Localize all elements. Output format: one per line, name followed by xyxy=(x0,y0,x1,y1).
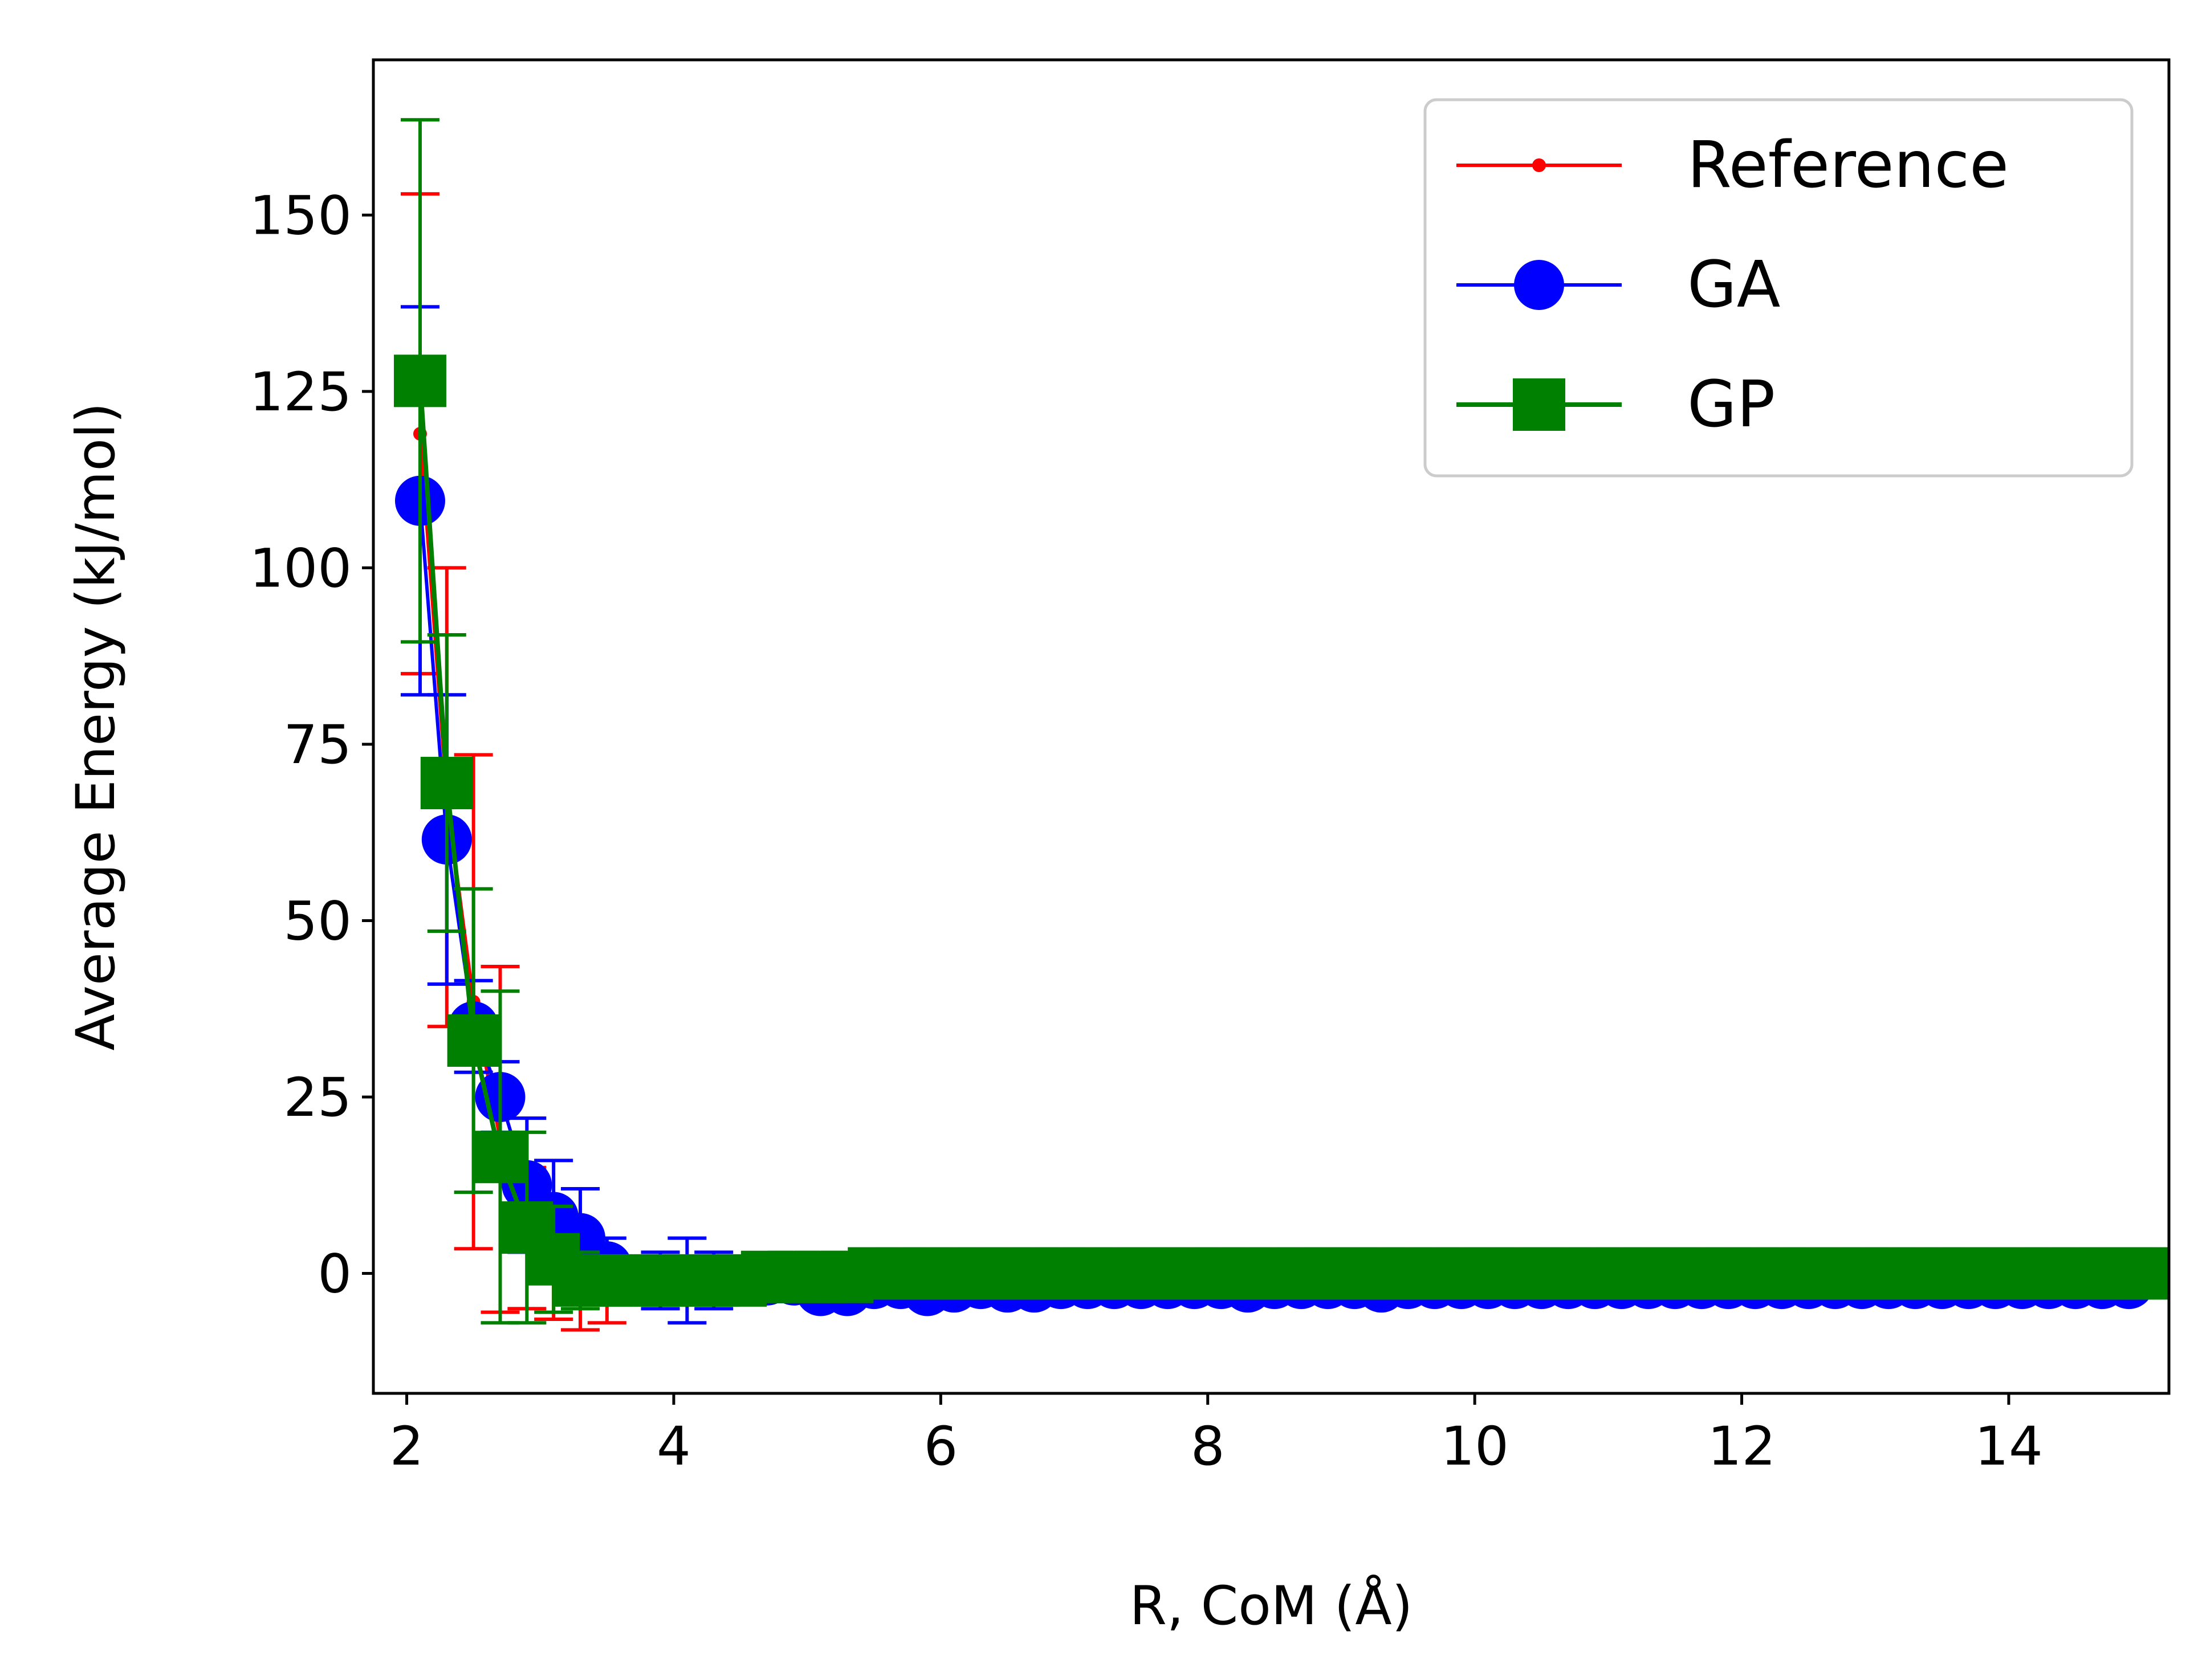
data-point xyxy=(447,1014,500,1067)
x-tick-label: 8 xyxy=(1191,1416,1225,1478)
y-axis: 0 25 50 75 100 125 150 xyxy=(250,185,373,1306)
y-tick-label: 25 xyxy=(283,1067,352,1129)
x-tick-label: 2 xyxy=(390,1416,424,1478)
x-tick-label: 12 xyxy=(1708,1416,1776,1478)
y-tick-label: 75 xyxy=(283,714,352,776)
legend-label: Reference xyxy=(1687,128,2009,202)
x-tick-label: 10 xyxy=(1440,1416,1509,1478)
legend-marker xyxy=(1513,378,1565,431)
legend-marker xyxy=(1532,158,1546,172)
series-gp xyxy=(393,118,2169,1325)
legend-label: GA xyxy=(1687,248,1780,322)
x-tick-label: 14 xyxy=(1975,1416,2043,1478)
data-point xyxy=(393,354,446,407)
data-point xyxy=(474,1131,527,1184)
x-axis: 2 4 6 8 10 12 14 xyxy=(390,1393,2043,1478)
y-tick-label: 0 xyxy=(318,1243,352,1306)
x-axis-label: R, CoM (Å) xyxy=(1130,1574,1413,1637)
y-tick-label: 50 xyxy=(283,890,352,952)
x-tick-label: 6 xyxy=(923,1416,958,1478)
series-layer xyxy=(393,118,2169,1332)
y-tick-label: 150 xyxy=(250,185,352,247)
data-point xyxy=(420,757,473,810)
y-tick-label: 100 xyxy=(250,537,352,600)
plot-frame xyxy=(372,58,2171,1395)
y-tick-label: 125 xyxy=(250,361,352,423)
y-axis-label: Average Energy (kJ/mol) xyxy=(65,402,127,1050)
legend-box xyxy=(1423,98,2134,478)
legend: Reference GA GP xyxy=(1423,98,2134,478)
legend-marker xyxy=(1514,260,1564,310)
data-point xyxy=(2116,1247,2169,1300)
x-tick-label: 4 xyxy=(657,1416,691,1478)
legend-label: GP xyxy=(1687,368,1775,442)
